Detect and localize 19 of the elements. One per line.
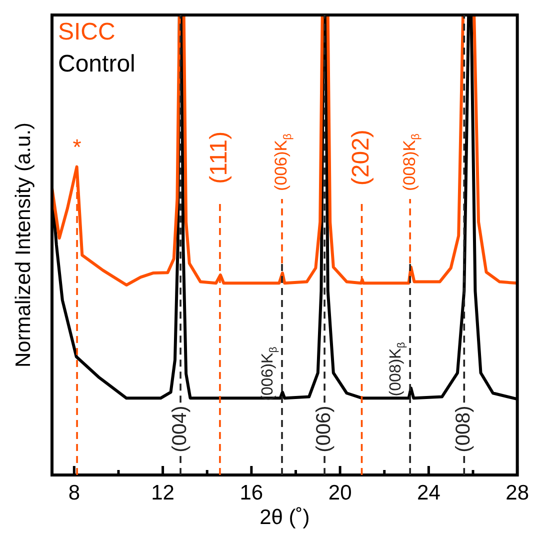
series-label: Control (58, 50, 136, 78)
annotation: * (72, 134, 82, 160)
x-tick-label: 12 (151, 481, 174, 504)
annotation: (202) (347, 130, 374, 186)
text: SICC (58, 18, 116, 46)
annotation: (111) (206, 131, 233, 184)
annotation: (008)Kβ (387, 342, 408, 396)
annotation: (008)Kβ (400, 134, 422, 191)
annotation: (008) (452, 406, 475, 452)
x-tick-label: 20 (328, 481, 352, 504)
annotation: (004) (169, 406, 192, 452)
x-tick-label: 24 (417, 481, 441, 504)
x-tick-label: 16 (240, 481, 264, 504)
annotation: (006)Kβ (272, 134, 294, 191)
x-tick-label: 28 (506, 481, 529, 504)
x-axis-title: 2θ (˚) (260, 506, 310, 530)
annotation: (006) (313, 406, 336, 452)
y-axis-title: Normalized Intensity (a.u.) (12, 122, 35, 368)
x-tick-label: 8 (68, 481, 80, 504)
